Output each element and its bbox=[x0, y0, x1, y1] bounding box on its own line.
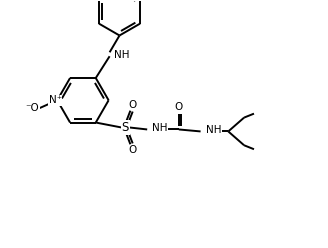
Text: NH: NH bbox=[113, 50, 129, 60]
Text: S: S bbox=[122, 121, 129, 134]
Text: O: O bbox=[128, 145, 136, 155]
Text: N⁺: N⁺ bbox=[49, 95, 62, 105]
Text: NH: NH bbox=[206, 125, 221, 135]
Text: O: O bbox=[175, 102, 183, 112]
Text: NH: NH bbox=[152, 124, 168, 133]
Text: O: O bbox=[128, 100, 136, 110]
Text: ⁻O: ⁻O bbox=[26, 103, 39, 113]
